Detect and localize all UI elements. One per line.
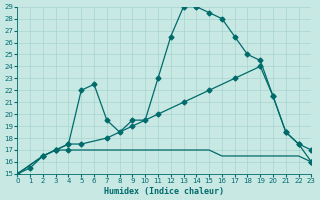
X-axis label: Humidex (Indice chaleur): Humidex (Indice chaleur): [104, 187, 224, 196]
